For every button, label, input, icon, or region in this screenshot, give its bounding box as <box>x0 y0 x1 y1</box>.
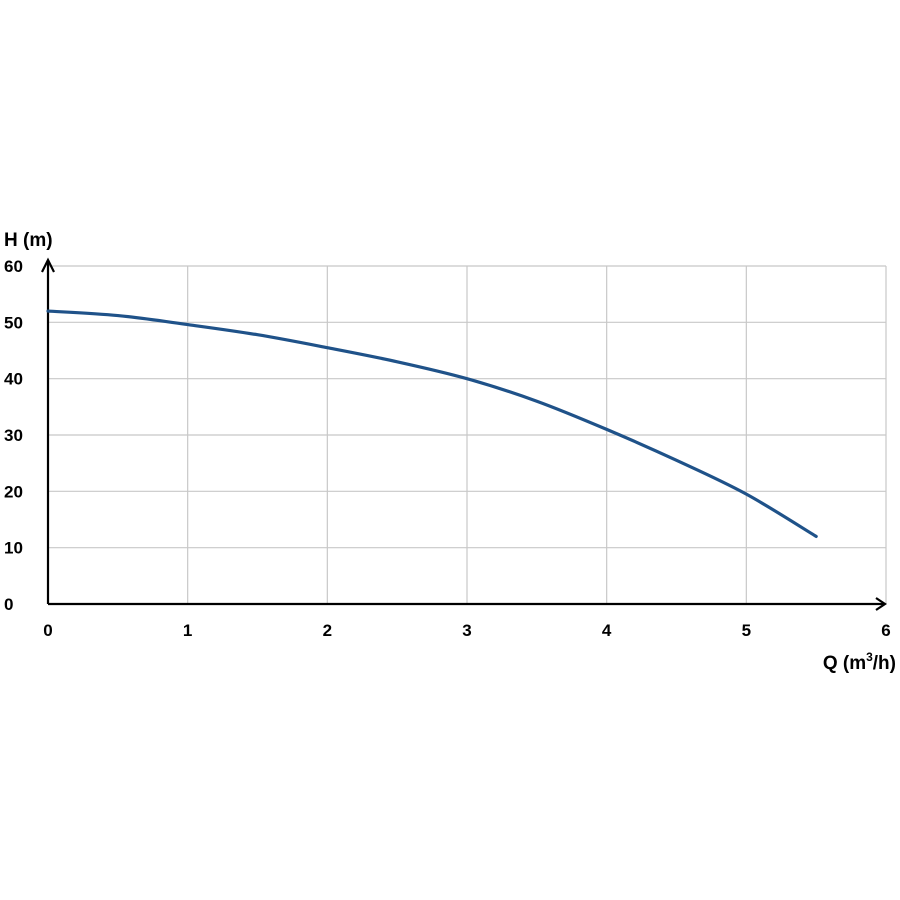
axes <box>41 257 887 611</box>
y-tick-label: 40 <box>4 370 23 389</box>
x-tick-label: 0 <box>43 621 52 640</box>
x-axis-title: Q (m3/h) <box>823 650 896 674</box>
y-tick-label: 0 <box>4 595 13 614</box>
y-tick-label: 50 <box>4 313 23 332</box>
x-axis-title-suffix: /h) <box>873 653 896 674</box>
x-tick-label: 4 <box>602 621 612 640</box>
y-tick-label: 60 <box>4 257 23 276</box>
x-axis-title-prefix: Q (m <box>823 653 866 674</box>
y-axis-arrow <box>41 257 55 273</box>
x-tick-label: 2 <box>323 621 332 640</box>
series-group <box>46 309 818 538</box>
y-axis-title: H (m) <box>4 230 53 251</box>
grid-lines <box>48 265 887 604</box>
series-line <box>46 309 818 538</box>
x-axis-arrow <box>875 597 887 611</box>
x-tick-label: 3 <box>462 621 471 640</box>
x-tick-label: 6 <box>881 621 890 640</box>
y-tick-label: 20 <box>4 482 23 501</box>
x-tick-label: 5 <box>742 621 751 640</box>
x-tick-label: 1 <box>183 621 192 640</box>
y-tick-label: 30 <box>4 426 23 445</box>
y-tick-label: 10 <box>4 539 23 558</box>
x-axis-title-superscript: 3 <box>866 650 873 664</box>
